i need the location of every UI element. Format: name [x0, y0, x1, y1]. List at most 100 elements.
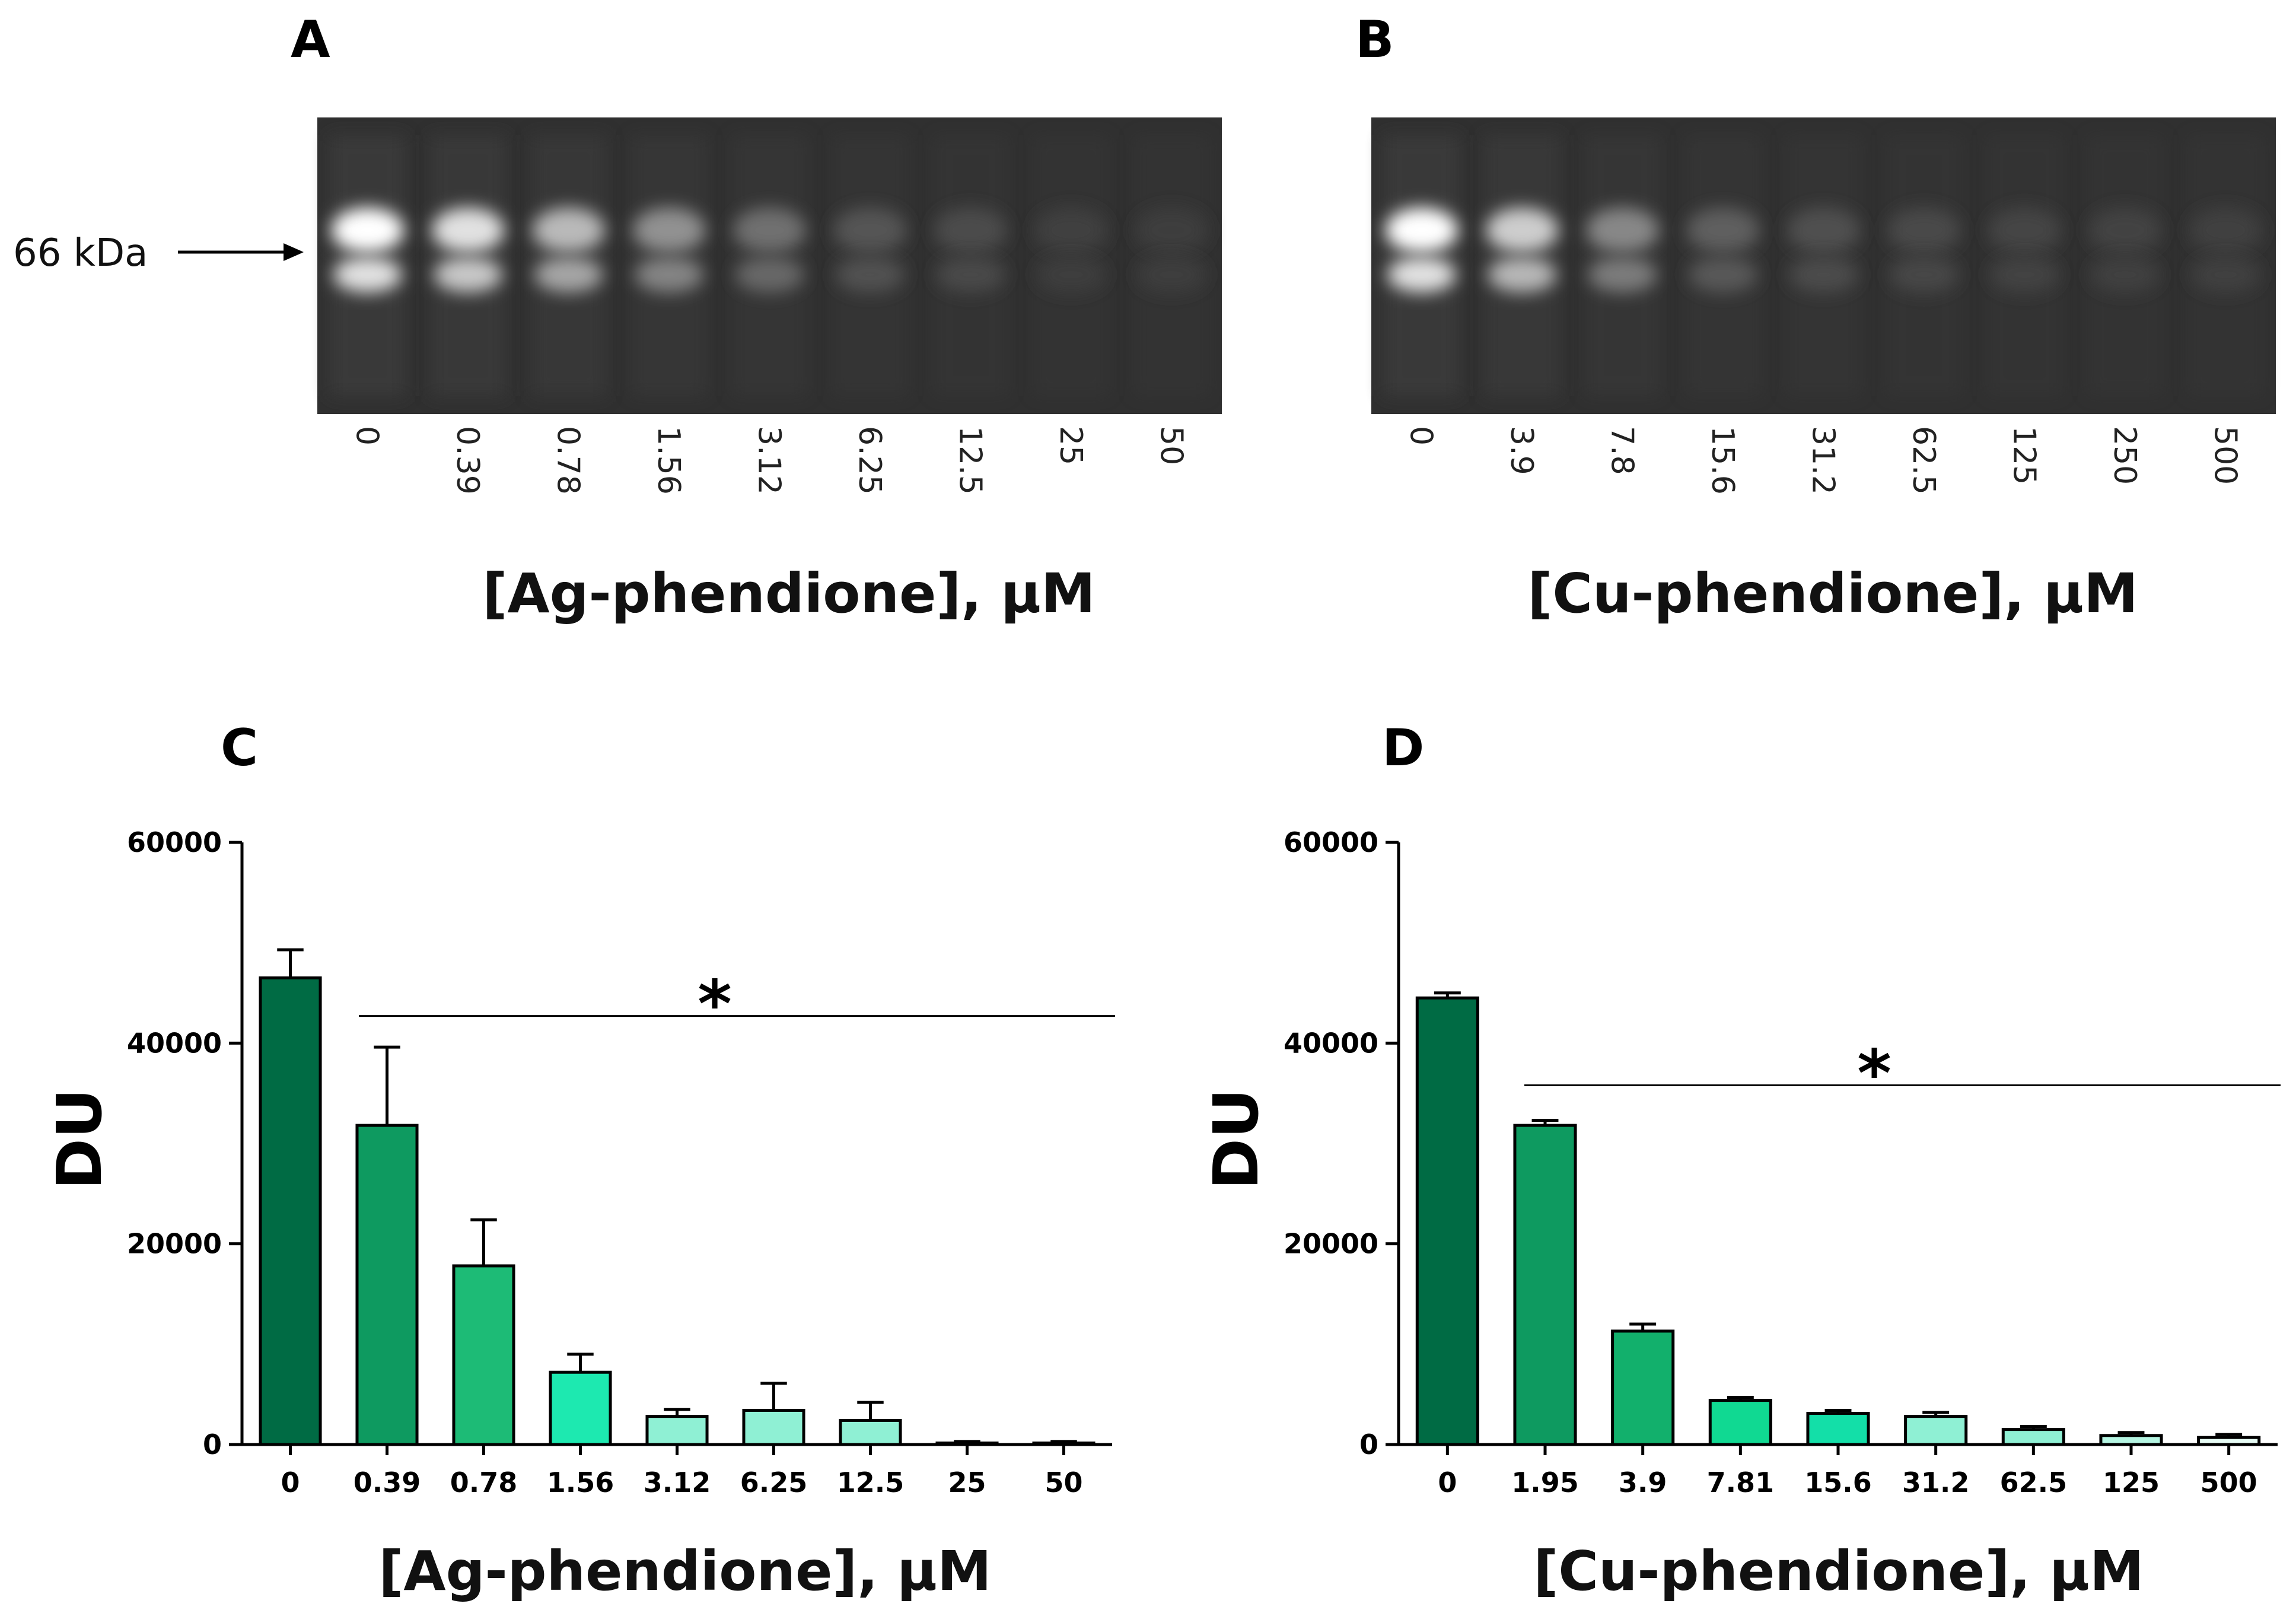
gel-lane-label: 6.25 — [852, 426, 887, 495]
gel-band-upper — [331, 208, 404, 253]
gel-lane-label: 125 — [2006, 426, 2042, 485]
gel-band-lower — [1890, 257, 1959, 292]
y-tick-label: 60000 — [127, 826, 222, 858]
x-tick-label: 0.78 — [450, 1466, 518, 1499]
gel-lane — [1986, 135, 2063, 396]
gel-lane-label: 0.39 — [450, 426, 485, 495]
x-tick-label: 500 — [2201, 1466, 2257, 1499]
gel-lane-label: 15.6 — [1705, 426, 1740, 495]
gel-lane-label: 500 — [2207, 426, 2243, 485]
gel-panel-b: B 0 3.9 7.8 15.6 31.2 62.5 125 250 500 [Cu-phend… — [1355, 10, 2276, 625]
y-tick-label: 40000 — [127, 1027, 222, 1059]
chart-d-xlabel: [Cu-phendione], µM — [1533, 1539, 2144, 1603]
gel-a-bands — [329, 135, 1210, 396]
gel-band-upper — [532, 208, 605, 253]
gel-a-xlabel: [Ag-phendione], µM — [482, 562, 1095, 625]
x-tick-label: 3.12 — [644, 1466, 711, 1499]
gel-band-lower — [1789, 257, 1858, 292]
gel-band-upper — [633, 208, 706, 253]
x-tick-label: 31.2 — [1902, 1466, 1970, 1499]
gel-lane — [1383, 135, 1460, 396]
gel-band-upper — [733, 208, 806, 253]
bar — [1415, 996, 1479, 1446]
y-tick-label: 40000 — [1284, 1027, 1378, 1059]
gel-lane — [1785, 135, 1862, 396]
chart-c-xlabel: [Ag-phendione], µM — [378, 1539, 991, 1603]
gel-lane — [429, 135, 507, 396]
gel-lane-label: 250 — [2107, 426, 2142, 485]
bar — [549, 1370, 612, 1446]
y-tick-label: 0 — [1359, 1429, 1378, 1461]
gel-lane-label: 12.5 — [952, 426, 988, 495]
gel-lane — [2087, 135, 2164, 396]
x-tick-label: 1.95 — [1511, 1466, 1579, 1499]
chart-c: 0 20000 40000 60000 0 0.39 0.78 1.56 3.12 6.25 12.… — [127, 826, 1115, 1499]
gel-band-lower — [1037, 257, 1106, 292]
x-tick-label: 0.39 — [354, 1466, 421, 1499]
gel-band-lower — [735, 257, 804, 292]
bar — [742, 1408, 805, 1446]
bar — [452, 1264, 515, 1446]
chart-panel-c: C 0 20000 40000 60000 0 0.39 0.78 1.56 3.12 6.25 1… — [43, 718, 1115, 1603]
x-tick-label: 1.56 — [547, 1466, 614, 1499]
gel-band-lower — [434, 257, 502, 292]
gel-band-upper — [1988, 208, 2061, 253]
x-tick-label: 6.25 — [740, 1466, 808, 1499]
gel-lane — [1483, 135, 1561, 396]
gel-lane-label: 50 — [1153, 426, 1189, 465]
gel-lane-label: 1.56 — [651, 426, 686, 495]
gel-lane-label: 62.5 — [1906, 426, 1941, 495]
gel-lane-label: 0 — [1403, 426, 1439, 446]
gel-panel-a: A 66 kDa 0 0.39 0.78 1.56 3.12 6.25 12.5 25 50 [… — [13, 10, 1222, 625]
chart-d-ylabel: DU — [1200, 1089, 1272, 1190]
x-tick-label: 62.5 — [2000, 1466, 2068, 1499]
panel-letter-a: A — [291, 10, 330, 69]
gel-band-upper — [1486, 208, 1559, 253]
bar — [2099, 1434, 2163, 1446]
x-tick-label: 15.6 — [1804, 1466, 1872, 1499]
gel-band-lower — [635, 257, 703, 292]
marker-arrow — [178, 243, 304, 261]
gel-b-xlabel: [Cu-phendione], µM — [1527, 562, 2138, 625]
bar — [645, 1415, 709, 1446]
gel-band-upper — [934, 208, 1007, 253]
gel-lane — [329, 135, 406, 396]
bar — [355, 1124, 419, 1446]
gel-lane — [1033, 135, 1110, 396]
gel-lane-label: 0.78 — [550, 426, 586, 495]
gel-band-upper — [1034, 208, 1107, 253]
gel-band-upper — [1385, 208, 1458, 253]
bar — [1611, 1329, 1675, 1446]
gel-lane-label: 0 — [349, 426, 385, 446]
significance-mark: * — [1857, 1035, 1891, 1111]
y-tick-label: 20000 — [127, 1228, 222, 1260]
panel-letter-d: D — [1382, 718, 1424, 778]
bar — [2001, 1428, 2065, 1446]
gel-lane — [530, 135, 607, 396]
gel-band-upper — [2088, 208, 2161, 253]
bar — [935, 1441, 999, 1446]
x-tick-label: 0 — [1438, 1466, 1457, 1499]
gel-b-lane-labels: 0 3.9 7.8 15.6 31.2 62.5 125 250 500 — [1403, 426, 2243, 495]
gel-band-upper — [1687, 208, 1760, 253]
gel-band-lower — [1689, 257, 1757, 292]
gel-band-lower — [836, 257, 905, 292]
gel-lane-label: 3.9 — [1504, 426, 1539, 475]
gel-band-upper — [833, 208, 906, 253]
bar — [259, 976, 322, 1446]
gel-lane-label: 25 — [1053, 426, 1088, 465]
gel-lane — [832, 135, 909, 396]
gel-lane — [1684, 135, 1762, 396]
gel-lane — [2187, 135, 2264, 396]
gel-band-lower — [1488, 257, 1556, 292]
gel-band-upper — [1135, 208, 1208, 253]
panel-letter-b: B — [1355, 10, 1394, 69]
gel-band-lower — [534, 257, 603, 292]
gel-lane — [1133, 135, 1210, 396]
gel-band-lower — [2191, 257, 2260, 292]
bar — [1513, 1124, 1577, 1446]
x-tick-label: 3.9 — [1619, 1466, 1667, 1499]
bar — [839, 1418, 902, 1446]
x-tick-label: 7.81 — [1707, 1466, 1775, 1499]
